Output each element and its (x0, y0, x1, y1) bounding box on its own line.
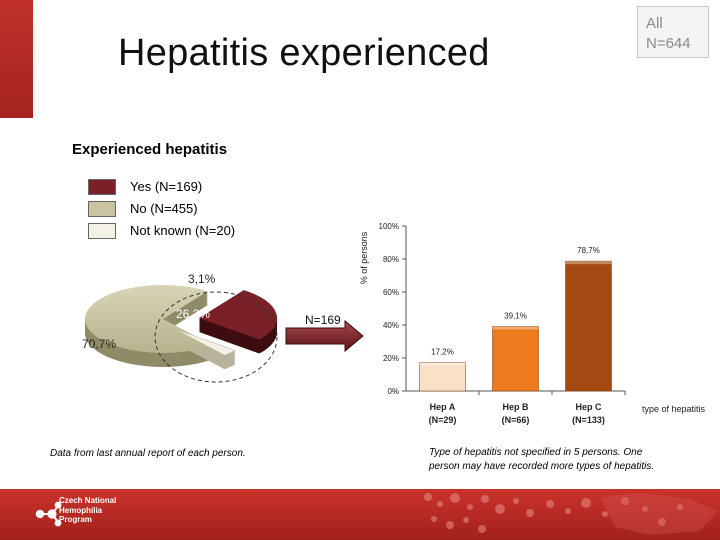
arrow-label: N=169 (305, 313, 341, 327)
bar-highlight (565, 261, 612, 265)
pie-label-not-known: 3,1% (188, 272, 216, 286)
legend-label-no: No (N=455) (130, 201, 198, 216)
legend-label-not-known: Not known (N=20) (130, 223, 236, 238)
bar-y-axis-label: % of persons (359, 231, 369, 284)
bar-category-sublabel: (N=29) (429, 415, 457, 425)
pie-chart-title: Experienced hepatitis (72, 141, 228, 158)
logo-icon (35, 501, 62, 527)
bar-category-label: Hep B (502, 402, 529, 412)
bar-y-tick-label: 100% (379, 222, 399, 231)
highlight-dashed-circle (154, 291, 278, 383)
bar-highlight (419, 362, 466, 366)
bar-category-label: Hep C (575, 402, 602, 412)
note-hepatitis-types: Type of hepatitis not specified in 5 per… (429, 446, 654, 474)
bar-data-label: 39,1% (504, 311, 527, 320)
connector-arrow: N=169 (285, 313, 364, 353)
bar-hep-c (565, 260, 612, 392)
bar-x-axis-label: type of hepatitis (642, 404, 706, 414)
legend-label-yes: Yes (N=169) (130, 179, 203, 194)
legend-item-no: No (N=455) (88, 200, 328, 222)
bar-category-label: Hep A (430, 402, 456, 412)
note-line-2: person may have recorded more types of h… (429, 461, 655, 472)
pie-slice-yes (199, 290, 278, 340)
bar-data-label: 17,2% (431, 348, 454, 357)
footer-line-1: Czech National (59, 496, 117, 505)
bar-y-tick-label: 80% (383, 255, 399, 264)
bar-chart: 0% 20% 40% 60% 80% 100% 17,2% Hep A (N=29) 39,1% H… (359, 222, 706, 425)
bar-category-sublabel: (N=133) (572, 415, 605, 425)
bar-hep-a (419, 362, 466, 392)
bar-hep-b (492, 326, 539, 392)
bar-y-tick-label: 20% (383, 354, 399, 363)
note-line-1: Type of hepatitis not specified in 5 per… (429, 447, 643, 458)
pie-label-no: 70,7% (82, 337, 116, 351)
footer-decoration-dots (424, 493, 718, 535)
footer-line-3: Program (59, 515, 92, 524)
bar-category-sublabel: (N=66) (502, 415, 530, 425)
legend-item-yes: Yes (N=169) (88, 178, 328, 200)
arrow-shape (285, 319, 364, 353)
legend-swatch-no (88, 201, 116, 217)
footer-organization-name: Czech National Hemophilia Program (59, 496, 116, 525)
sample-size-label: All (646, 15, 663, 32)
legend-item-not-known: Not known (N=20) (88, 222, 328, 244)
footer-line-2: Hemophilia (59, 505, 103, 515)
pie-legend: Yes (N=169) No (N=455) Not known (N=20) (88, 178, 328, 244)
bar-y-tick-label: 0% (387, 387, 399, 396)
left-accent-bar (0, 0, 33, 118)
bar-y-tick-label: 40% (383, 321, 399, 330)
pie-label-yes: 26,2% (176, 307, 210, 321)
page-title: Hepatitis experienced (118, 32, 490, 74)
sample-size-box: All N=644 (637, 6, 709, 58)
pie-slice-not-known (174, 328, 237, 356)
pie-chart: 3,1% 26,2% 70,7% (82, 272, 278, 383)
legend-swatch-yes (88, 179, 116, 195)
bar-y-tick-label: 60% (383, 288, 399, 297)
footer-bar (0, 489, 720, 540)
bar-data-label: 78,7% (577, 246, 600, 255)
sample-size-value: N=644 (646, 35, 691, 52)
bar-highlight (492, 326, 539, 330)
legend-swatch-not-known (88, 223, 116, 239)
pie-slice-no (85, 285, 213, 353)
note-data-source: Data from last annual report of each per… (50, 448, 246, 459)
